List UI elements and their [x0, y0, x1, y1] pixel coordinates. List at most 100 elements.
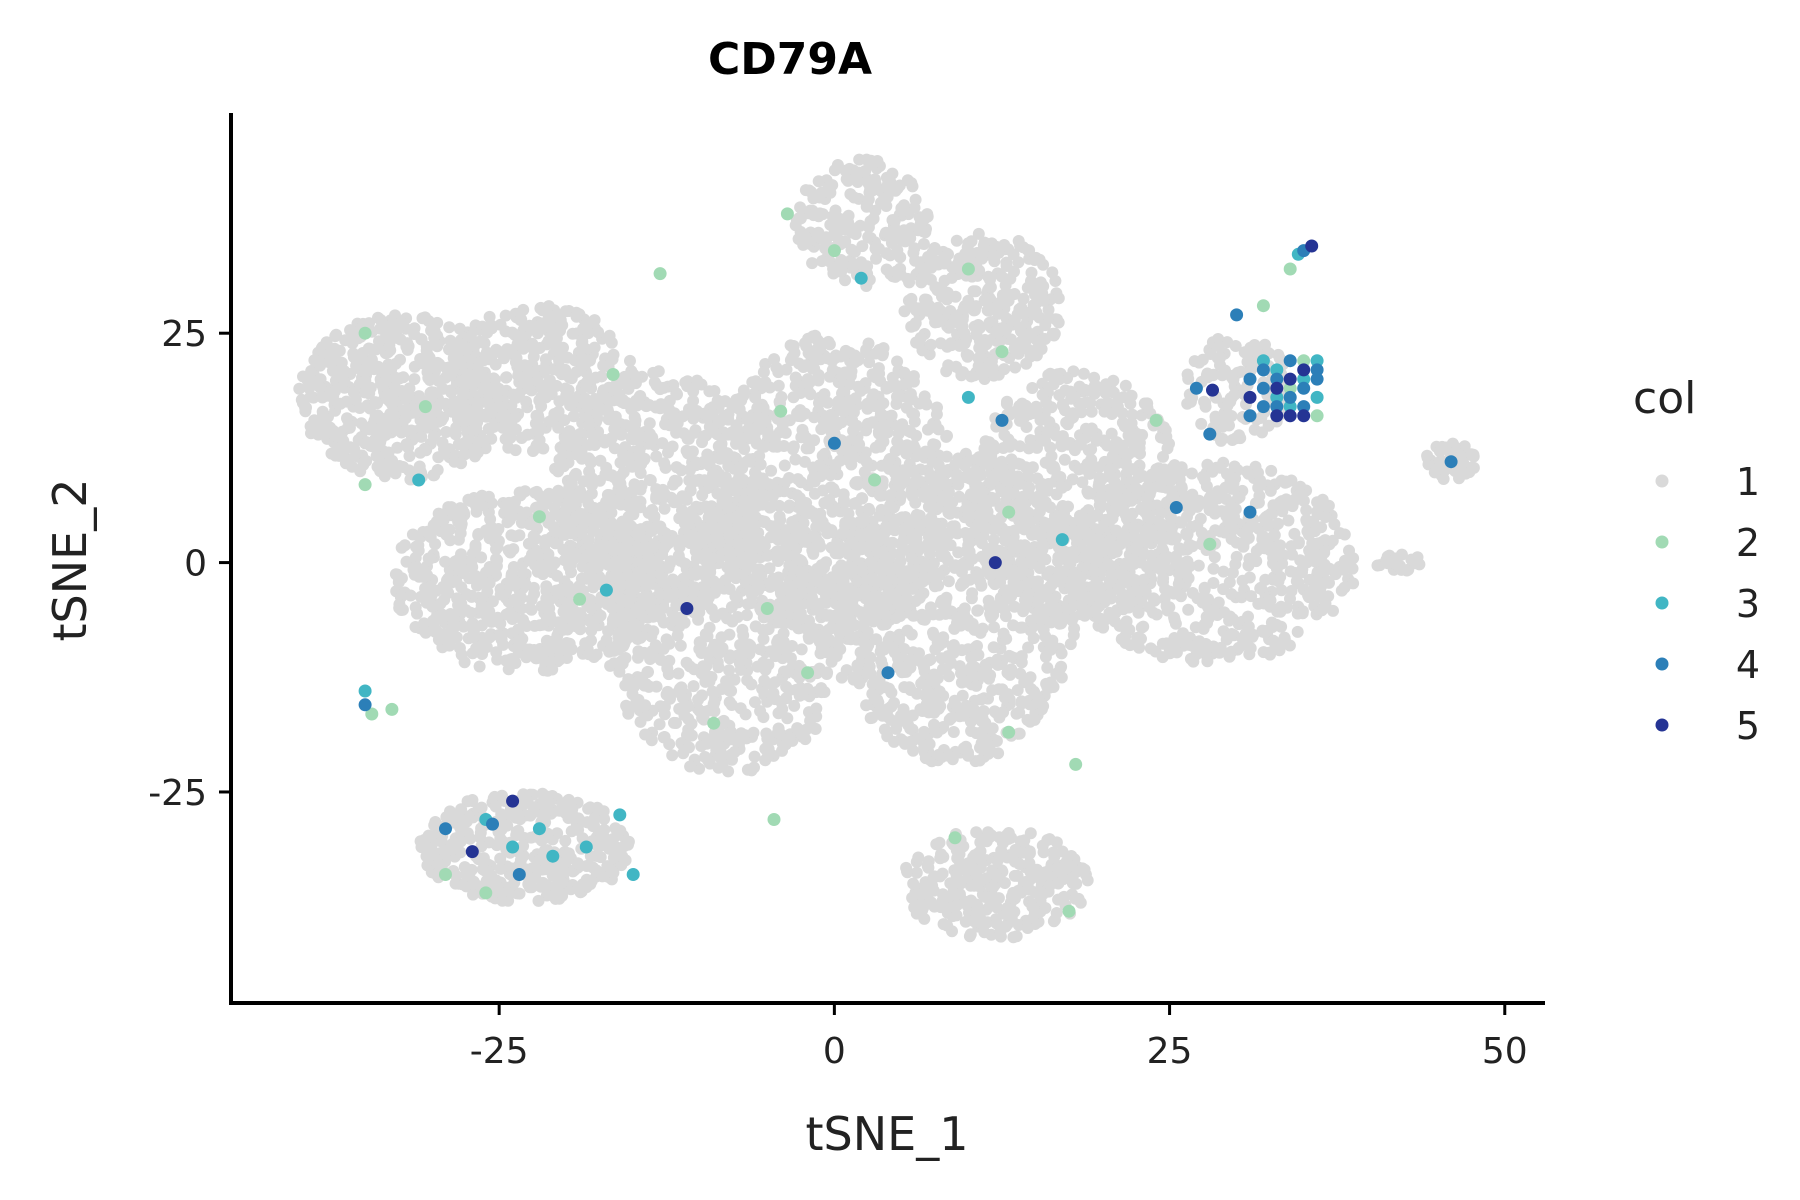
scatter-point-bg: [500, 371, 513, 384]
scatter-point-bg: [549, 339, 562, 351]
scatter-point-bg: [491, 554, 504, 567]
scatter-point-bg: [532, 425, 545, 438]
scatter-point-bg: [645, 734, 658, 747]
scatter-point-bg: [529, 486, 542, 499]
scatter-point-bg: [1007, 248, 1020, 261]
scatter-point-bg: [714, 452, 726, 465]
scatter-point-bg: [421, 569, 434, 582]
scatter-point-bg: [985, 611, 998, 624]
scatter-point-bg: [730, 419, 743, 432]
scatter-point-bg: [850, 419, 863, 432]
scatter-point-bg: [513, 487, 526, 499]
scatter-point-bg: [975, 693, 988, 706]
scatter-point-bg: [1003, 649, 1016, 662]
scatter-point-bg: [535, 381, 548, 394]
scatter-point-bg: [693, 705, 706, 717]
scatter-point-bg: [631, 399, 643, 412]
scatter-point-bg: [582, 648, 595, 661]
scatter-point-bg: [463, 572, 476, 585]
scatter-point-bg: [886, 536, 899, 549]
scatter-point-bg: [507, 543, 520, 556]
scatter-point-bg: [634, 483, 647, 496]
scatter-point-bg: [706, 685, 719, 698]
scatter-point-bg: [432, 451, 445, 464]
scatter-point-bg: [807, 208, 820, 221]
scatter-point-bg: [984, 281, 997, 294]
scatter-point-bg: [976, 725, 989, 738]
scatter-point-bg: [797, 427, 810, 440]
scatter-point-bg: [785, 533, 797, 546]
scatter-point-bg: [863, 595, 876, 608]
scatter-point-bg: [374, 314, 387, 326]
scatter-point-bg: [561, 623, 574, 636]
scatter-point-bg: [539, 364, 552, 377]
scatter-point-bg: [454, 527, 467, 540]
scatter-point-bg: [919, 752, 932, 765]
scatter-point-bg: [857, 635, 870, 648]
scatter-point-bg: [588, 314, 601, 327]
scatter-point-bg: [986, 722, 999, 735]
scatter-point-bg: [491, 611, 504, 624]
scatter-point-bg: [632, 620, 645, 633]
scatter-point-bg: [308, 378, 321, 391]
scatter-point-bg: [346, 460, 358, 473]
scatter-point-bg: [870, 633, 883, 646]
scatter-point-bg: [403, 450, 416, 462]
scatter-point-bg: [876, 349, 889, 362]
scatter-point-bg: [808, 596, 821, 609]
scatter-point-bg: [450, 421, 463, 434]
scatter-point-bg: [336, 447, 349, 460]
scatter-point-bg: [394, 353, 406, 366]
scatter-point-bg: [517, 342, 530, 355]
scatter-point-bg: [615, 579, 628, 591]
chart-title: CD79A: [708, 34, 872, 85]
scatter-point-bg: [771, 440, 784, 453]
scatter-point-bg: [1015, 656, 1028, 669]
scatter-point-bg: [666, 440, 679, 453]
scatter-point-bg: [839, 164, 852, 177]
scatter-point-bg: [406, 528, 419, 541]
scatter-point-bg: [436, 436, 449, 449]
scatter-point-bg: [600, 468, 613, 481]
scatter-point-bg: [657, 616, 670, 629]
scatter-point-bg: [350, 447, 363, 460]
scatter-point-bg: [418, 624, 431, 637]
scatter-point-bg: [738, 494, 751, 507]
scatter-point-bg: [834, 394, 847, 407]
scatter-point-bg: [965, 592, 978, 605]
scatter-point-bg: [801, 373, 814, 386]
scatter-point-bg: [445, 397, 458, 410]
scatter-point-bg: [455, 603, 468, 616]
scatter-point-bg: [803, 632, 816, 645]
scatter-point-bg: [424, 552, 437, 565]
scatter-point-bg: [1015, 697, 1028, 710]
scatter-point-bg: [582, 327, 595, 340]
scatter-point-bg: [517, 303, 530, 316]
scatter-point-bg: [922, 703, 935, 716]
scatter-point-bg: [680, 656, 693, 669]
scatter-point-bg: [633, 445, 646, 458]
scatter-point-bg: [722, 544, 735, 557]
scatter-point-bg: [826, 364, 839, 376]
scatter-point-bg: [312, 416, 325, 428]
scatter-point-bg: [438, 593, 451, 606]
scatter-point-bg: [553, 395, 566, 408]
scatter-point-bg: [483, 577, 496, 589]
scatter-point-bg: [487, 420, 500, 433]
scatter-point-bg: [776, 418, 789, 431]
scatter-point-bg: [881, 730, 894, 743]
scatter-point-bg: [526, 337, 539, 350]
scatter-point-bg: [965, 725, 978, 737]
scatter-point-bg: [448, 455, 461, 468]
scatter-point-bg: [800, 497, 813, 509]
scatter-point-bg: [699, 531, 712, 544]
scatter-point-bg: [714, 742, 727, 755]
scatter-point-bg: [900, 565, 913, 578]
scatter-point-bg: [622, 596, 635, 609]
scatter-point-bg: [788, 346, 801, 359]
scatter-point-bg: [684, 760, 697, 773]
scatter-point-bg: [686, 505, 699, 518]
scatter-point-bg: [807, 530, 820, 543]
scatter-point-bg: [435, 414, 448, 427]
scatter-point-bg: [953, 660, 966, 673]
